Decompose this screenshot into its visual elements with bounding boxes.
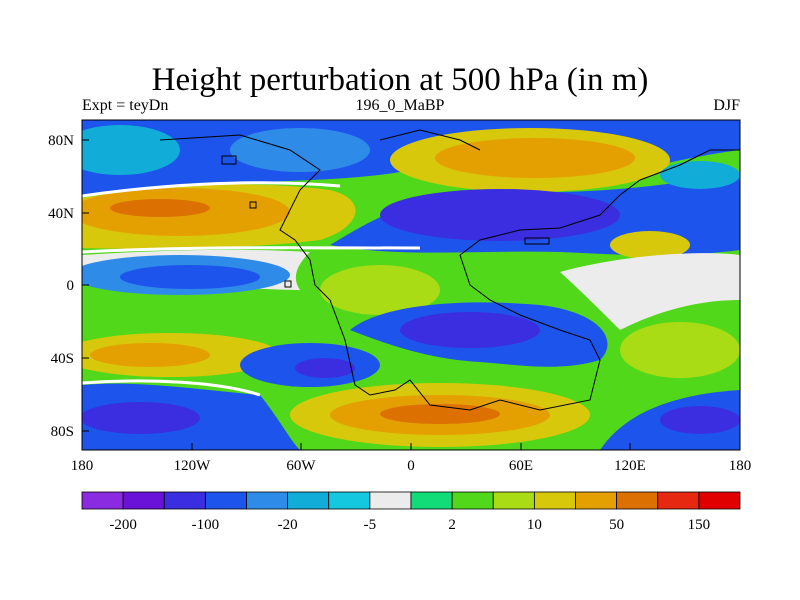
run-label: 196_0_MaBP bbox=[355, 97, 445, 114]
colorbar-label: 2 bbox=[448, 517, 456, 533]
lat-tick-label: 80N bbox=[48, 133, 74, 149]
lat-tick-label: 40S bbox=[51, 351, 74, 367]
contour-field bbox=[82, 120, 740, 450]
colorbar-label: 150 bbox=[688, 517, 711, 533]
south-high-core bbox=[380, 404, 500, 424]
colorbar-swatch bbox=[492, 491, 535, 510]
tropic-neutral-east bbox=[560, 253, 740, 330]
season-label: DJF bbox=[713, 97, 740, 114]
nh-high-core bbox=[110, 199, 210, 217]
e-yellow bbox=[610, 231, 690, 259]
tropic-low-west-core bbox=[120, 265, 260, 289]
lon-tick-label: 180 bbox=[729, 458, 752, 474]
colorbar-swatch bbox=[81, 491, 124, 510]
sh-low-west-core bbox=[295, 358, 355, 378]
nw-cyan bbox=[82, 125, 180, 175]
sh-low-central-core bbox=[400, 312, 540, 348]
colorbar-swatch bbox=[533, 491, 576, 510]
map-title: Height perturbation at 500 hPa (in m) bbox=[151, 62, 649, 98]
experiment-label: Expt = teyDn bbox=[82, 97, 169, 114]
lat-tick-label: 0 bbox=[67, 278, 75, 294]
lat-tick-label: 80S bbox=[51, 424, 74, 440]
colorbar bbox=[81, 491, 741, 510]
colorbar-swatch bbox=[410, 491, 453, 510]
south-low-east-core bbox=[660, 406, 740, 434]
lon-ticks: 180 120W 60W 0 60E 120E 180 bbox=[71, 443, 752, 474]
lon-tick-label: 0 bbox=[407, 458, 415, 474]
lon-tick-label: 180 bbox=[71, 458, 94, 474]
colorbar-swatch bbox=[698, 491, 741, 510]
south-low-west-core bbox=[82, 402, 200, 434]
colorbar-swatch bbox=[246, 491, 289, 510]
colorbar-labels: -200 -100 -20 -5 2 10 50 150 bbox=[109, 517, 710, 533]
colorbar-label: -100 bbox=[192, 517, 220, 533]
lat-ticks: 80N 40N 0 40S 80S bbox=[48, 133, 89, 440]
colorbar-swatch bbox=[575, 491, 618, 510]
colorbar-swatch bbox=[657, 491, 700, 510]
lon-tick-label: 120E bbox=[614, 458, 646, 474]
colorbar-swatch bbox=[204, 491, 247, 510]
colorbar-swatch bbox=[451, 491, 494, 510]
seam-1 bbox=[82, 181, 341, 198]
north-high-core bbox=[435, 138, 635, 178]
central-yellowgreen bbox=[320, 265, 440, 315]
lon-tick-label: 60E bbox=[509, 458, 533, 474]
n-blue bbox=[230, 128, 370, 172]
colorbar-label: -200 bbox=[109, 517, 137, 533]
ne-cyan bbox=[660, 161, 740, 189]
nh-low-core bbox=[380, 189, 620, 241]
sh-east-yellowgreen bbox=[620, 322, 740, 378]
colorbar-label: 50 bbox=[609, 517, 624, 533]
colorbar-swatch bbox=[122, 491, 165, 510]
coastlines bbox=[159, 129, 740, 411]
seam-3 bbox=[82, 379, 261, 397]
colorbar-swatch bbox=[616, 491, 659, 510]
sh-high-west-core bbox=[90, 343, 210, 367]
colorbar-swatch bbox=[287, 491, 330, 510]
lat-tick-label: 40N bbox=[48, 206, 74, 222]
colorbar-swatch bbox=[163, 491, 206, 510]
lon-tick-label: 120W bbox=[174, 458, 212, 474]
colorbar-swatch bbox=[328, 491, 371, 510]
colorbar-swatch bbox=[369, 491, 412, 510]
colorbar-label: -5 bbox=[364, 517, 377, 533]
colorbar-label: 10 bbox=[527, 517, 542, 533]
colorbar-label: -20 bbox=[278, 517, 298, 533]
seam-2 bbox=[82, 246, 421, 254]
lon-tick-label: 60W bbox=[286, 458, 316, 474]
